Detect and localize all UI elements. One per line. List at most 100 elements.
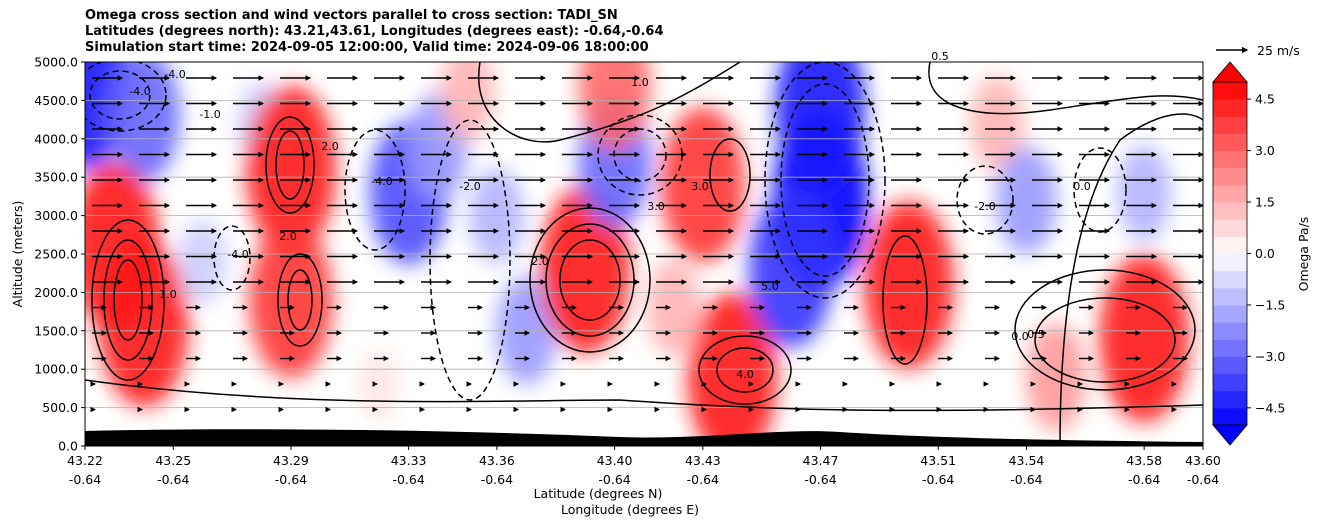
contour-labels: -4.0-4.0-1.0-4.02.01.02.0-4.0 -2.02.01.03… — [129, 50, 1090, 381]
omega-cell — [248, 222, 333, 379]
omega-cell — [970, 75, 1025, 172]
contour-solid — [709, 138, 751, 212]
colorbar-tick-label: −3.0 — [1255, 349, 1285, 364]
x-tick-label-lat: 43.58 — [1126, 453, 1162, 468]
colorbar-tick-label: 1.5 — [1255, 195, 1275, 210]
colorbar-label: Omega Pa/s — [1296, 217, 1311, 292]
colorbar-band — [1213, 219, 1247, 237]
contour-label: 0.0 — [1073, 180, 1091, 193]
vector-key-label: 25 m/s — [1257, 43, 1300, 58]
y-tick-label: 1500.0 — [34, 323, 78, 338]
x-tick-label-lon: -0.64 — [687, 472, 719, 487]
omega-cell — [358, 348, 401, 421]
contour-label: 1.0 — [159, 288, 177, 301]
contour-label: -1.0 — [199, 108, 220, 121]
omega-cell — [749, 191, 834, 348]
omega-cell — [107, 62, 180, 182]
x-tick-label-lat: 43.40 — [597, 453, 633, 468]
contour-solid — [287, 269, 313, 331]
x-tick-label-lon: -0.64 — [804, 472, 836, 487]
colorbar-band — [1213, 304, 1247, 323]
x-tick-label-lon: -0.64 — [392, 472, 424, 487]
y-tick-label: 500.0 — [42, 400, 78, 415]
contour-dashed — [89, 70, 151, 120]
y-axis: 0.0 500.0 1000.0 1500.0 2000.0 2500.0 3000.0 35… — [34, 55, 85, 454]
omega-cell — [245, 85, 336, 254]
colorbar-band — [1213, 270, 1247, 289]
chart-title-line-1: Omega cross section and wind vectors par… — [85, 8, 618, 23]
contour-solid — [85, 379, 1203, 412]
x-tick-label-lat: 43.43 — [685, 453, 721, 468]
wind-vectors — [90, 75, 1203, 413]
contour-dashed — [213, 225, 251, 291]
contour-solid — [928, 62, 1203, 115]
x-tick-label-lon: -0.64 — [157, 472, 189, 487]
x-tick-label-lat: 43.60 — [1185, 453, 1221, 468]
omega-cell — [1117, 144, 1172, 241]
x-tick-label-lon: -0.64 — [481, 472, 513, 487]
x-tick-label-lat: 43.51 — [920, 453, 956, 468]
colorbar-band — [1213, 407, 1247, 426]
x-tick-label-lat: 43.33 — [391, 453, 427, 468]
colorbar-band — [1213, 167, 1247, 186]
x-tick-label-lat: 43.36 — [479, 453, 515, 468]
contour-label: -2.0 — [974, 200, 995, 213]
contour-solid — [275, 130, 305, 200]
x-tick-label-lon: -0.64 — [922, 472, 954, 487]
contour-label: -4.0 — [129, 85, 150, 98]
chart-title-line-2: Latitudes (degrees north): 43.21,43.61, … — [85, 24, 664, 39]
y-tick-label: 4500.0 — [34, 93, 78, 108]
x-tick-label-lon: -0.64 — [69, 472, 101, 487]
colorbar-band — [1213, 184, 1247, 203]
colorbar-band — [1213, 390, 1247, 409]
contour-solid — [103, 239, 153, 361]
colorbar-tick-label: 4.5 — [1255, 92, 1275, 107]
contour-solid — [698, 335, 792, 405]
y-tick-label: 4000.0 — [34, 131, 78, 146]
colorbar: −4.5 −3.0 −1.5 0.0 1.5 3.0 4.5 — [1212, 61, 1285, 446]
contour-label: 0.5 — [931, 50, 949, 63]
omega-cell — [863, 200, 954, 369]
vector-key: 25 m/s — [1216, 43, 1300, 58]
colorbar-tick-label: 3.0 — [1255, 143, 1275, 158]
x-tick-label-lon: -0.64 — [1128, 472, 1160, 487]
contour-label: 3.0 — [691, 180, 709, 193]
omega-cell — [98, 239, 189, 408]
colorbar-band — [1213, 133, 1247, 152]
x-tick-label-lon: -0.64 — [1187, 472, 1219, 487]
colorbar-tick-label: 0.0 — [1255, 246, 1275, 261]
contour-solid — [477, 62, 741, 143]
y-tick-label: 1000.0 — [34, 362, 78, 377]
chart-title-line-3: Simulation start time: 2024-09-05 12:00:… — [85, 40, 649, 55]
y-tick-label: 2000.0 — [34, 285, 78, 300]
x-axis-label-line-2: Longitude (degrees E) — [561, 502, 699, 517]
colorbar-band — [1213, 202, 1247, 220]
x-tick-label-lon: -0.64 — [1010, 472, 1042, 487]
colorbar-band — [1213, 99, 1247, 117]
contour-solid — [882, 235, 928, 365]
colorbar-band — [1213, 116, 1247, 134]
plot-area: -4.0-4.0-1.0-4.02.01.02.0-4.0 -2.02.01.03… — [84, 50, 1204, 447]
x-tick-label-lat: 43.29 — [273, 453, 309, 468]
contour-solid — [1014, 269, 1196, 391]
contour-solid — [277, 253, 323, 347]
colorbar-band — [1213, 253, 1247, 272]
x-tick-label-lat: 43.54 — [1009, 453, 1045, 468]
x-axis: 43.22 -0.64 43.25 -0.64 43.29 -0.64 43.33 -0.64… — [67, 446, 1221, 487]
colorbar-extend-bottom — [1212, 424, 1248, 446]
x-tick-label-lat: 43.47 — [803, 453, 839, 468]
contour-dashed — [956, 165, 1014, 235]
x-tick-label-lat: 43.25 — [155, 453, 191, 468]
contour-dashed — [764, 62, 886, 299]
y-tick-label: 2500.0 — [34, 247, 78, 262]
contour-dashed — [344, 129, 406, 251]
colorbar-band — [1213, 373, 1247, 392]
contour-lines — [85, 62, 1203, 446]
colorbar-band — [1213, 150, 1247, 169]
contour-solid — [113, 259, 143, 341]
colorbar-tick-label: −1.5 — [1255, 297, 1285, 312]
contour-label: 2.0 — [321, 140, 339, 153]
contour-label: 0.0 — [1011, 330, 1029, 343]
colorbar-band — [1213, 356, 1247, 375]
terrain — [85, 429, 1203, 446]
